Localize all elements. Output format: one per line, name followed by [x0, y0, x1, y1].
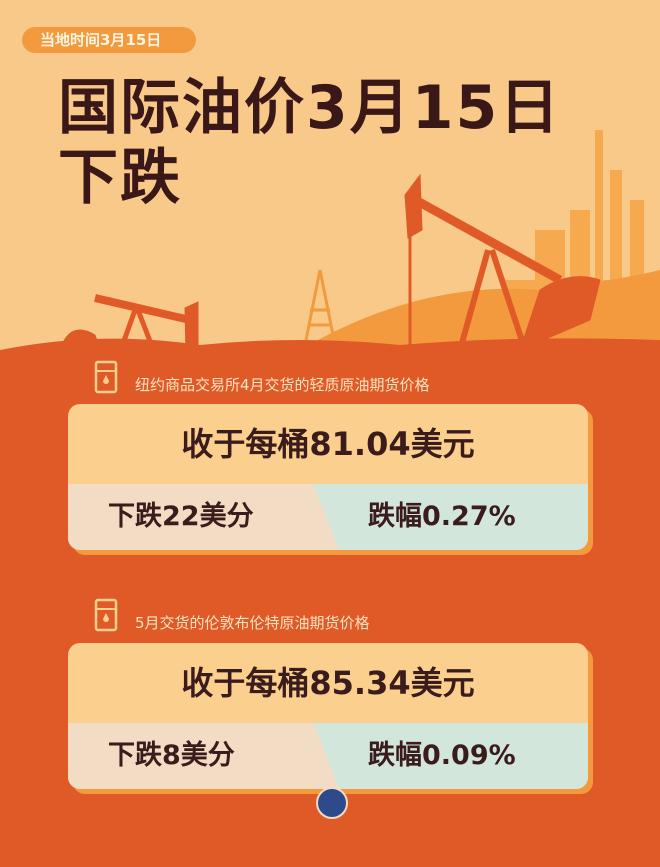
- price-change: 下跌22美分: [108, 501, 254, 532]
- price-card-wti: 收于每桶81.04美元 下跌22美分 跌幅0.27%: [68, 404, 588, 550]
- page-title-line1: 国际油价3月15日: [58, 73, 562, 143]
- closing-price: 收于每桶85.34美元: [181, 664, 475, 702]
- oil-barrel-icon: [94, 360, 118, 394]
- price-change: 下跌8美分: [108, 740, 235, 771]
- date-badge: 当地时间3月15日: [22, 27, 196, 53]
- derrick-small: [303, 269, 337, 346]
- publisher-logo: [316, 787, 348, 819]
- page-title-line2: 下跌: [58, 143, 182, 213]
- price-change-percent: 跌幅0.09%: [368, 740, 516, 771]
- oilfield-illustration: [0, 130, 660, 380]
- closing-price: 收于每桶81.04美元: [181, 425, 475, 463]
- pumpjack-large: [404, 173, 601, 351]
- price-change-percent: 跌幅0.27%: [368, 501, 516, 532]
- percent-cell: [313, 484, 588, 550]
- oil-barrel-icon: [94, 598, 118, 632]
- section-label-brent: 5月交货的伦敦布伦特原油期货价格: [135, 614, 370, 632]
- percent-cell: [313, 723, 588, 789]
- price-card-brent: 收于每桶85.34美元 下跌8美分 跌幅0.09%: [68, 643, 588, 789]
- section-label-wti: 纽约商品交易所4月交货的轻质原油期货价格: [135, 376, 430, 394]
